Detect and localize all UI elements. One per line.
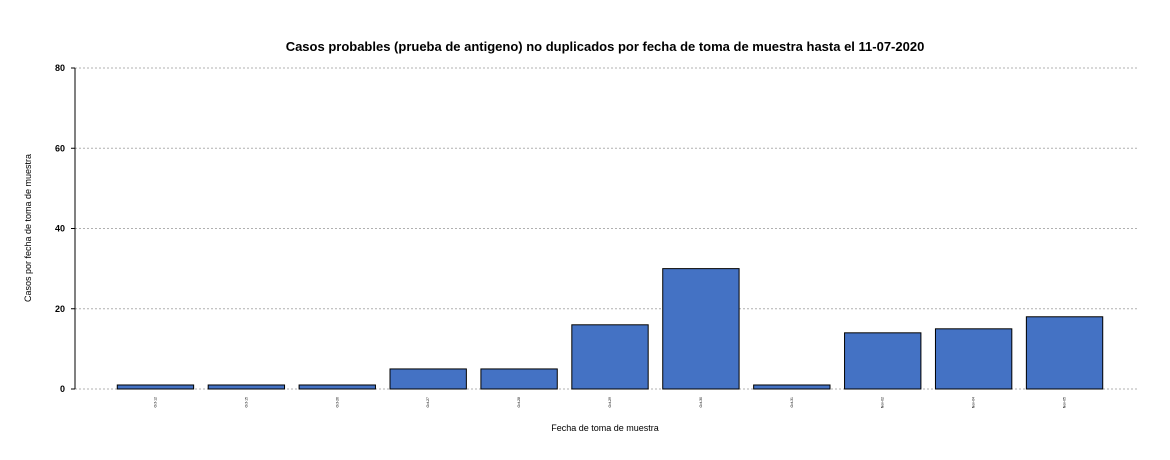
x-tick-label: Nov-04 [972, 397, 976, 408]
bar-oct-27 [389, 368, 467, 390]
x-tick-label: Nov-02 [881, 397, 885, 408]
x-tick-label: Oct-30 [699, 397, 703, 408]
bar-oct-12 [116, 384, 195, 390]
y-tick-label: 20 [55, 304, 65, 314]
x-tick-label: Oct-12 [153, 397, 157, 408]
x-ticks: Oct-12 Oct-15 Oct-26 Oct-27 Oct-28 Oct-29 Oct-… [153, 397, 1066, 408]
x-tick-label: Oct-29 [608, 397, 612, 408]
y-tick-label: 40 [55, 224, 65, 234]
x-tick-label: Oct-15 [244, 397, 248, 408]
bar-oct-30 [662, 268, 740, 390]
bar-oct-31 [753, 384, 831, 390]
chart-title: Casos probables (prueba de antigeno) no … [286, 39, 925, 54]
y-tick-label: 60 [55, 143, 65, 153]
x-axis-label: Fecha de toma de muestra [551, 423, 659, 433]
bar-oct-29 [571, 324, 649, 390]
x-tick-label: Nov-05 [1063, 397, 1067, 408]
bars [116, 268, 1104, 390]
x-tick-label: Oct-27 [426, 397, 430, 408]
x-tick-label: Oct-31 [790, 397, 794, 408]
bar-oct-15 [207, 384, 286, 390]
bar-nov-05 [1025, 316, 1104, 390]
bar-nov-02 [844, 332, 922, 390]
y-axis-label: Casos por fecha de toma de muestra [23, 154, 33, 302]
bar-oct-26 [298, 384, 376, 390]
bar-nov-04 [934, 328, 1013, 390]
x-tick-label: Oct-26 [335, 397, 339, 408]
y-tick-label: 80 [55, 63, 65, 73]
y-tick-label: 0 [60, 384, 65, 394]
y-ticks: 0 20 40 60 80 [55, 63, 75, 394]
bar-oct-28 [480, 368, 558, 390]
x-tick-label: Oct-28 [517, 397, 521, 408]
